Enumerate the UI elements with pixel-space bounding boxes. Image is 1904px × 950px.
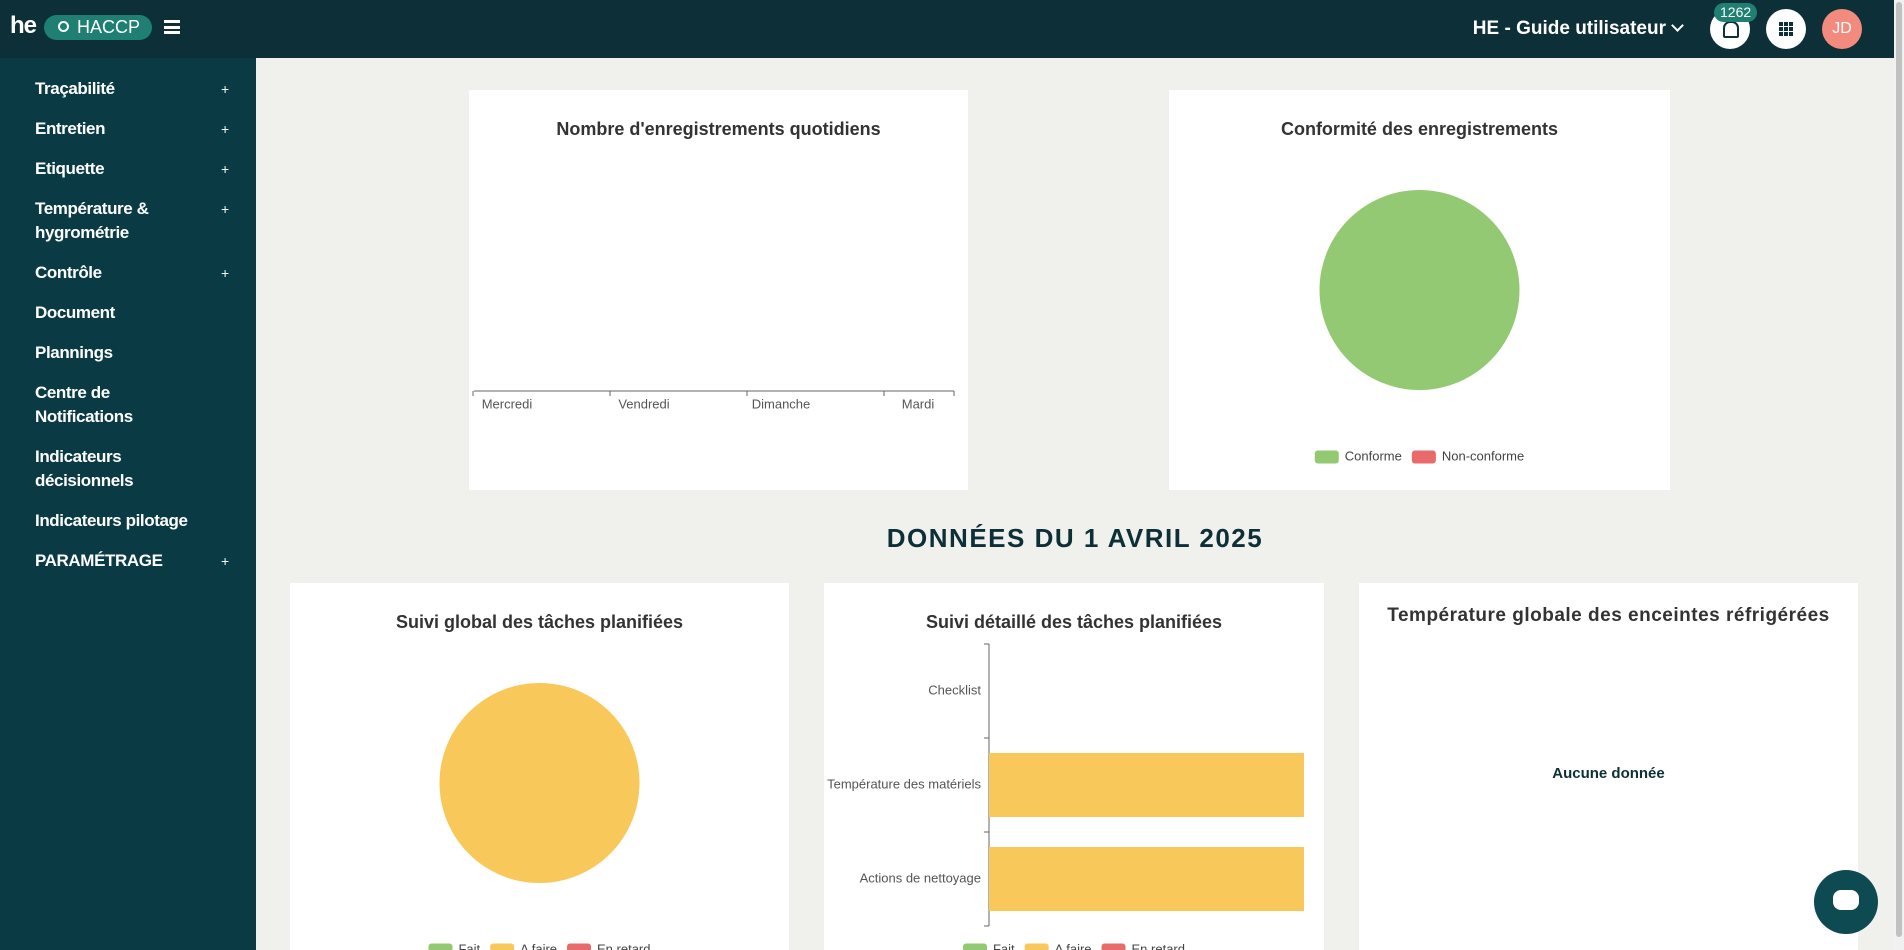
legend-label: Fait (993, 941, 1015, 950)
nav-item[interactable]: Document (0, 293, 256, 333)
pie-slice (439, 682, 640, 884)
legend-swatch (1024, 943, 1049, 950)
chart: Conformité des enregistrements Conforme No… (1281, 119, 1558, 464)
y-tick-label: Actions de nettoyage (860, 870, 981, 885)
logo[interactable]: he (10, 12, 37, 39)
nav-label: Traçabilité (35, 79, 115, 98)
legend-swatch (567, 943, 592, 950)
chart-card: Suivi détaillé des tâches planifiées Chec… (824, 583, 1324, 950)
nav-item[interactable]: Contrôle + (0, 253, 256, 293)
chart-title: Conformité des enregistrements (1281, 119, 1558, 139)
legend-swatch (1314, 450, 1339, 464)
expand-icon[interactable]: + (221, 81, 229, 97)
chat-button[interactable] (1814, 870, 1878, 934)
chart-card: Conformité des enregistrements Conforme No… (1169, 90, 1670, 490)
workspace-selector[interactable]: HE - Guide utilisateur (1473, 18, 1682, 40)
notification-count: 1262 (1714, 3, 1758, 22)
y-tick-label: Checklist (928, 682, 981, 697)
nav-item[interactable]: Traçabilité + (0, 69, 256, 109)
nav-item[interactable]: Etiquette + (0, 149, 256, 189)
nav-label: Centre de Notifications (35, 383, 133, 426)
legend-swatch (428, 943, 453, 950)
chart-card: Nombre d'enregistrements quotidiens Mercr… (469, 90, 968, 490)
chart-card: Température globale des enceintes réfrig… (1359, 583, 1858, 950)
expand-icon[interactable]: + (221, 265, 229, 281)
chart: Suivi détaillé des tâches planifiées Chec… (827, 612, 1304, 950)
bar (989, 753, 1304, 817)
nav-item[interactable]: Indicateurs pilotage (0, 501, 256, 541)
chart: Température globale des enceintes réfrig… (1387, 605, 1829, 782)
legend-label: Conforme (1345, 448, 1402, 463)
legend-label: Fait (458, 941, 480, 950)
x-tick-label: Mardi (902, 396, 935, 411)
expand-icon[interactable]: + (221, 553, 229, 569)
legend-swatch (1411, 450, 1436, 464)
legend-swatch (1101, 943, 1126, 950)
expand-icon[interactable]: + (221, 121, 229, 137)
chart-title: Température globale des enceintes réfrig… (1387, 605, 1829, 626)
nav-label: Indicateurs pilotage (35, 511, 188, 530)
legend-swatch (962, 943, 987, 950)
bar (989, 847, 1304, 911)
nav-label: Entretien (35, 119, 106, 138)
expand-icon[interactable]: + (221, 161, 229, 177)
nav-item[interactable]: PARAMÉTRAGE + (0, 541, 256, 581)
chart-title: Nombre d'enregistrements quotidiens (556, 119, 880, 139)
nav-item[interactable]: Entretien + (0, 109, 256, 149)
legend-label: A faire (520, 941, 557, 950)
scrollbar[interactable] (1894, 0, 1904, 950)
sidebar: Traçabilité + Entretien + Etiquette + Températ… (0, 58, 256, 950)
chart-title: Suivi global des tâches planifiées (396, 612, 683, 632)
nav-label: Contrôle (35, 263, 102, 282)
x-tick-label: Mercredi (482, 396, 533, 411)
apps-button[interactable] (1766, 9, 1806, 49)
legend-label: En retard (1132, 941, 1185, 950)
section-heading: DONNÉES DU 1 AVRIL 2025 (886, 523, 1264, 553)
nav-label: Etiquette (35, 159, 105, 178)
nav-item[interactable]: Température & hygrométrie + (0, 189, 256, 253)
top-bar: he HACCP HE - Guide utilisateur 1262 JD (0, 0, 1894, 58)
chart-card: Suivi global des tâches planifiées Fait A … (290, 583, 789, 950)
legend-label: En retard (597, 941, 650, 950)
nav-label: PARAMÉTRAGE (35, 551, 163, 570)
nav-label: Indicateurs décisionnels (35, 447, 134, 490)
chart: Nombre d'enregistrements quotidiens Mercr… (472, 119, 955, 411)
y-tick-label: Température des matériels (827, 776, 981, 791)
nav-item[interactable]: Indicateurs décisionnels (0, 437, 256, 501)
legend-label: Non-conforme (1442, 448, 1524, 463)
menu-toggle[interactable] (164, 20, 180, 34)
nav-label: Température & hygrométrie (35, 199, 149, 242)
x-tick-label: Dimanche (752, 396, 811, 411)
legend-swatch (490, 943, 515, 950)
user-avatar[interactable]: JD (1822, 9, 1862, 49)
nav-item[interactable]: Plannings (0, 333, 256, 373)
nav-label: Plannings (35, 343, 113, 362)
x-tick-label: Vendredi (618, 396, 669, 411)
empty-message: Aucune donnée (1552, 765, 1665, 782)
pie-slice (1319, 189, 1520, 391)
chart: Suivi global des tâches planifiées Fait A … (396, 612, 683, 950)
expand-icon[interactable]: + (221, 201, 229, 217)
nav-item[interactable]: Centre de Notifications (0, 373, 256, 437)
nav-label: Document (35, 303, 115, 322)
chart-title: Suivi détaillé des tâches planifiées (926, 612, 1222, 632)
app-badge[interactable]: HACCP (44, 15, 152, 40)
legend-label: A faire (1055, 941, 1092, 950)
